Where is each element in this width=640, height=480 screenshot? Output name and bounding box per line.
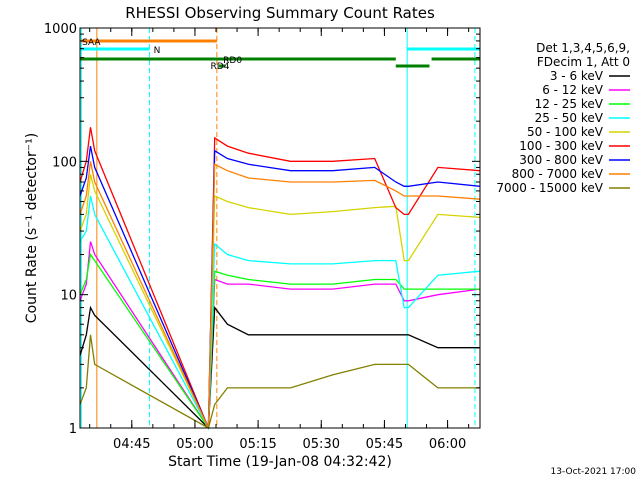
legend-label-5: 100 - 300 keV — [519, 139, 603, 153]
series-line-8 — [79, 334, 480, 429]
flag-label-3: RD0 — [223, 56, 242, 66]
y-axis-label: Count Rate (s⁻¹ detector⁻¹) — [24, 133, 40, 323]
legend-header-0: Det 1,3,4,5,6,9, — [536, 41, 630, 55]
y-tick-label-2: 100 — [52, 155, 77, 170]
footer-timestamp: 13-Oct-2021 17:00 — [551, 467, 637, 477]
legend-label-1: 6 - 12 keV — [542, 83, 604, 97]
legend-header-1: FDecim 1, Att 0 — [537, 55, 630, 69]
flag-label-1: N — [154, 46, 161, 56]
flag-label-5: RD4 — [211, 62, 230, 72]
x-tick-label-1: 05:00 — [176, 437, 213, 452]
series-line-6 — [79, 145, 481, 429]
x-axis-label: Start Time (19-Jan-08 04:32:42) — [168, 454, 392, 470]
x-tick-label-5: 06:00 — [429, 437, 466, 452]
legend-label-3: 25 - 50 keV — [535, 111, 604, 125]
series-line-0 — [79, 305, 480, 430]
series-line-7 — [79, 161, 481, 429]
series-line-5 — [79, 127, 481, 429]
series-line-3 — [79, 195, 481, 431]
legend-label-2: 12 - 25 keV — [535, 97, 604, 111]
legend-label-7: 800 - 7000 keV — [512, 167, 604, 181]
axes: 1 10 100 1000 04:45 05:00 05:15 05:30 05:45 06:00 — [44, 22, 480, 452]
series-line-4 — [79, 174, 481, 429]
series-line-2 — [79, 252, 480, 430]
x-tick-label-2: 05:15 — [239, 437, 276, 452]
x-tick-label-0: 04:45 — [113, 437, 150, 452]
plot-frame — [79, 27, 481, 429]
legend-label-4: 50 - 100 keV — [527, 125, 604, 139]
flag-label-0: SAA — [82, 38, 101, 48]
legend-label-8: 7000 - 15000 keV — [496, 181, 603, 195]
y-tick-label-1: 10 — [60, 289, 77, 304]
legend-label-6: 300 - 800 keV — [519, 153, 603, 167]
chart-title: RHESSI Observing Summary Count Rates — [125, 4, 435, 22]
y-tick-label-0: 1 — [69, 422, 77, 437]
x-tick-label-3: 05:30 — [303, 437, 340, 452]
legend: Det 1,3,4,5,6,9,FDecim 1, Att 03 - 6 keV… — [496, 41, 630, 195]
x-tick-label-4: 05:45 — [366, 437, 403, 452]
series-line-1 — [79, 241, 481, 431]
y-tick-label-3: 1000 — [44, 22, 77, 37]
legend-label-0: 3 - 6 keV — [550, 69, 604, 83]
